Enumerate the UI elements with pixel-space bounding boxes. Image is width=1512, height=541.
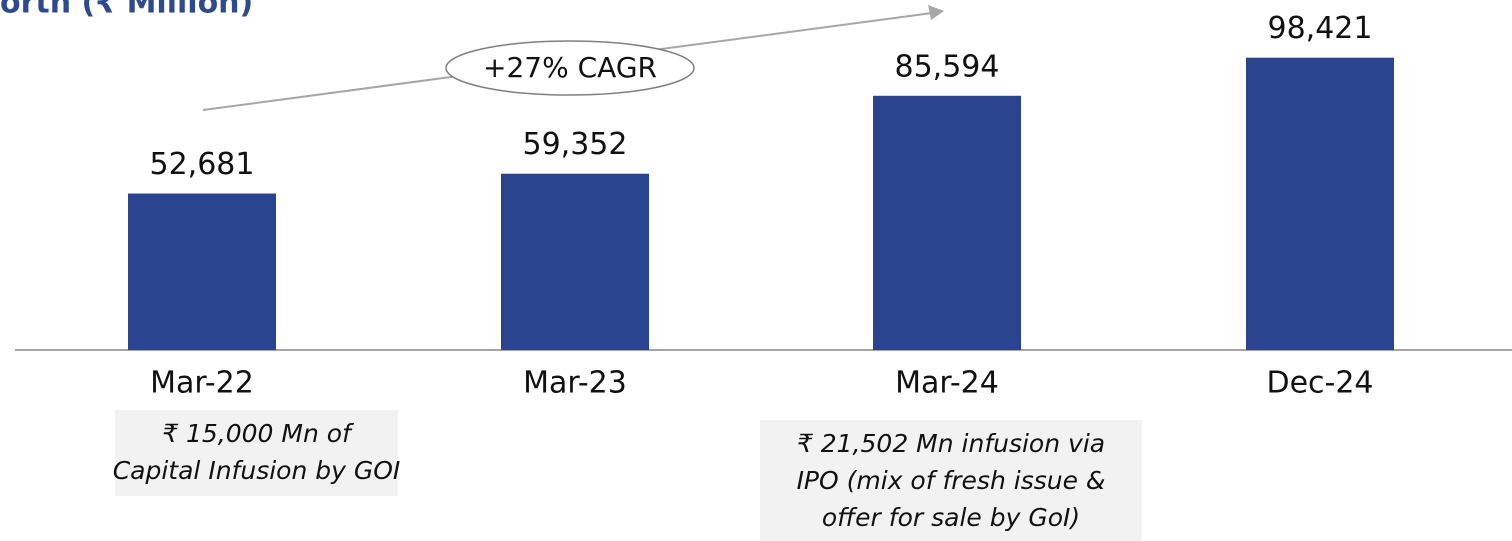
x-tick-label: Dec-24 (1266, 366, 1373, 401)
bar (1246, 57, 1394, 350)
annotation-box (760, 420, 1142, 541)
value-label: 85,594 (895, 49, 1000, 84)
arrow-head (928, 5, 944, 20)
bar (501, 173, 649, 350)
x-tick-label: Mar-23 (523, 366, 627, 401)
annotation-text: ₹ 15,000 Mn of (162, 419, 354, 448)
annotation-box (115, 410, 398, 496)
value-label: 98,421 (1268, 11, 1373, 46)
annotation-text: Capital Infusion by GOI (113, 456, 401, 485)
annotation-text: IPO (mix of fresh issue & (797, 466, 1106, 495)
x-tick-label: Mar-22 (150, 366, 254, 401)
bar (128, 193, 276, 350)
value-label: 59,352 (523, 127, 628, 162)
value-label: 52,681 (150, 147, 255, 182)
x-tick-label: Mar-24 (895, 366, 999, 401)
cagr-label: +27% CAGR (483, 51, 657, 84)
chart-title: orth (₹ Million) (0, 0, 253, 21)
cagr-ellipse (445, 40, 695, 96)
annotation-text: offer for sale by GoI) (822, 503, 1080, 532)
annotation-text: ₹ 21,502 Mn infusion via (797, 429, 1105, 458)
bar (873, 95, 1021, 350)
